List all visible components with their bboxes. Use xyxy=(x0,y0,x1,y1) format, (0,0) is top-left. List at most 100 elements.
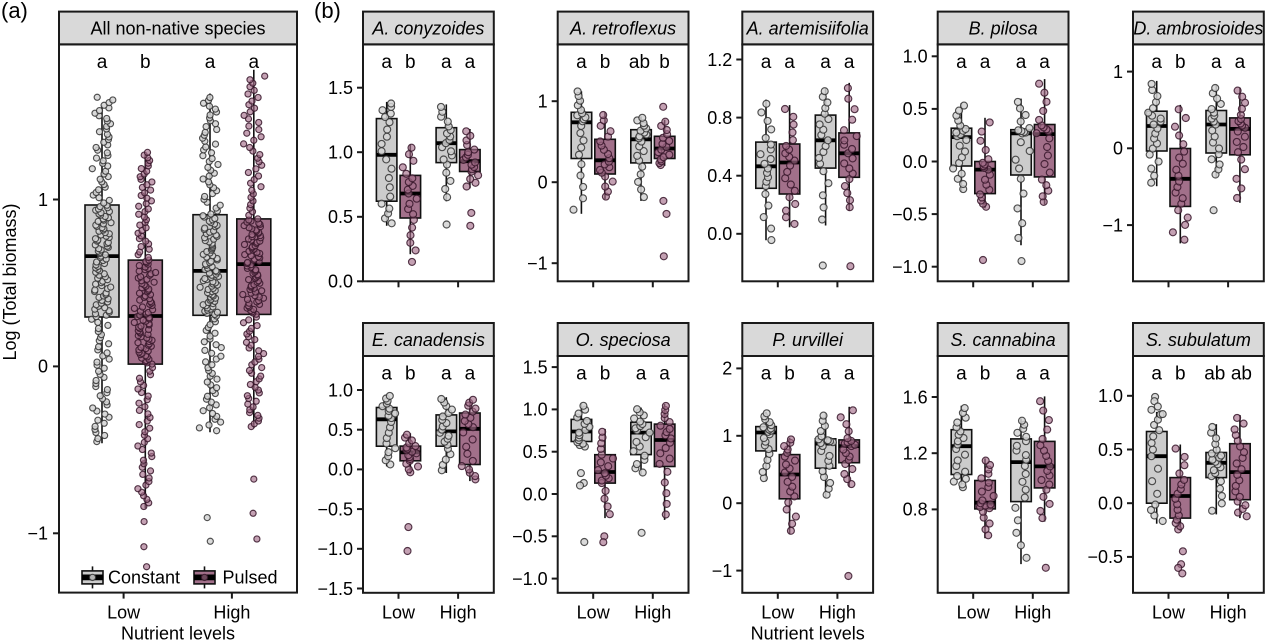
svg-text:b: b xyxy=(1175,364,1186,385)
svg-text:a: a xyxy=(659,364,670,385)
svg-text:A. conyzoides: A. conyzoides xyxy=(371,19,484,39)
svg-text:1.0: 1.0 xyxy=(1098,386,1123,406)
svg-text:a: a xyxy=(465,364,476,385)
svg-text:2: 2 xyxy=(722,359,732,379)
svg-text:E. canadensis: E. canadensis xyxy=(372,330,485,350)
svg-text:High: High xyxy=(440,603,477,623)
svg-text:High: High xyxy=(634,603,671,623)
svg-text:Low: Low xyxy=(761,603,795,623)
svg-text:−0.5: −0.5 xyxy=(1087,547,1123,567)
svg-text:1.2: 1.2 xyxy=(707,50,732,70)
svg-text:a: a xyxy=(980,52,991,73)
svg-text:a: a xyxy=(97,52,108,73)
svg-text:ab: ab xyxy=(1204,364,1225,385)
svg-text:a: a xyxy=(441,52,452,73)
svg-text:0.0: 0.0 xyxy=(903,152,928,172)
svg-text:(a): (a) xyxy=(1,0,28,23)
svg-text:a: a xyxy=(249,52,260,73)
svg-text:−1: −1 xyxy=(527,254,548,274)
svg-text:1: 1 xyxy=(722,426,732,446)
svg-text:b: b xyxy=(405,364,416,385)
svg-text:S. subulatum: S. subulatum xyxy=(1146,330,1251,350)
svg-text:−1.5: −1.5 xyxy=(317,579,353,599)
svg-text:a: a xyxy=(844,52,855,73)
svg-text:a: a xyxy=(1211,52,1222,73)
svg-text:0: 0 xyxy=(722,494,732,514)
svg-text:a: a xyxy=(820,364,831,385)
svg-text:0.8: 0.8 xyxy=(707,108,732,128)
svg-text:a: a xyxy=(576,364,587,385)
svg-text:Log (Total biomass): Log (Total biomass) xyxy=(0,203,20,360)
svg-text:0: 0 xyxy=(538,173,548,193)
svg-text:1.0: 1.0 xyxy=(523,400,548,420)
svg-text:−1: −1 xyxy=(712,561,733,581)
svg-text:0.5: 0.5 xyxy=(1098,440,1123,460)
svg-text:a: a xyxy=(956,364,967,385)
svg-text:Pulsed: Pulsed xyxy=(223,568,278,588)
svg-text:a: a xyxy=(381,52,392,73)
svg-text:a: a xyxy=(761,364,772,385)
svg-text:a: a xyxy=(820,52,831,73)
svg-text:Nutrient levels: Nutrient levels xyxy=(751,624,865,644)
svg-text:Nutrient levels: Nutrient levels xyxy=(121,624,235,644)
svg-text:0: 0 xyxy=(38,357,48,377)
svg-text:a: a xyxy=(576,52,587,73)
svg-text:Constant: Constant xyxy=(108,568,180,588)
svg-text:a: a xyxy=(205,52,216,73)
svg-text:Low: Low xyxy=(382,603,416,623)
svg-text:1.0: 1.0 xyxy=(328,380,353,400)
svg-text:a: a xyxy=(761,52,772,73)
svg-text:b: b xyxy=(1175,52,1186,73)
svg-text:−1: −1 xyxy=(1102,215,1123,235)
svg-text:a: a xyxy=(636,364,647,385)
svg-text:0.5: 0.5 xyxy=(328,420,353,440)
svg-text:A. artemisiifolia: A. artemisiifolia xyxy=(746,19,869,39)
svg-text:a: a xyxy=(381,364,392,385)
svg-text:1: 1 xyxy=(38,190,48,210)
svg-text:a: a xyxy=(1235,52,1246,73)
svg-text:−0.5: −0.5 xyxy=(892,204,928,224)
svg-text:P. urvillei: P. urvillei xyxy=(772,330,844,350)
svg-text:1: 1 xyxy=(538,92,548,112)
svg-text:High: High xyxy=(1014,603,1051,623)
svg-text:1.6: 1.6 xyxy=(903,387,928,407)
svg-text:0.5: 0.5 xyxy=(903,99,928,119)
svg-text:−1.0: −1.0 xyxy=(317,539,353,559)
svg-text:−1.0: −1.0 xyxy=(512,569,548,589)
svg-text:ab: ab xyxy=(629,52,650,73)
svg-text:0.8: 0.8 xyxy=(903,500,928,520)
svg-text:D. ambrosioides: D. ambrosioides xyxy=(1133,19,1263,39)
svg-text:b: b xyxy=(405,52,416,73)
svg-text:S. cannabina: S. cannabina xyxy=(951,330,1056,350)
svg-text:0.0: 0.0 xyxy=(707,224,732,244)
svg-text:a: a xyxy=(1039,364,1050,385)
svg-text:a: a xyxy=(465,52,476,73)
svg-text:−1: −1 xyxy=(27,524,48,544)
svg-text:O. speciosa: O. speciosa xyxy=(576,330,671,350)
svg-text:1: 1 xyxy=(1113,62,1123,82)
svg-text:a: a xyxy=(1039,52,1050,73)
svg-text:a: a xyxy=(1151,364,1162,385)
svg-text:0.0: 0.0 xyxy=(1098,494,1123,514)
svg-text:High: High xyxy=(819,603,856,623)
svg-text:High: High xyxy=(213,603,250,623)
svg-text:b: b xyxy=(784,364,795,385)
svg-text:0.0: 0.0 xyxy=(328,460,353,480)
svg-text:1.2: 1.2 xyxy=(903,444,928,464)
svg-text:a: a xyxy=(784,52,795,73)
svg-text:0.4: 0.4 xyxy=(707,166,732,186)
svg-text:b: b xyxy=(600,364,611,385)
svg-text:1.5: 1.5 xyxy=(523,357,548,377)
svg-text:ab: ab xyxy=(1231,364,1252,385)
svg-text:a: a xyxy=(1016,364,1027,385)
svg-text:High: High xyxy=(1210,603,1247,623)
svg-text:b: b xyxy=(980,364,991,385)
svg-text:1.0: 1.0 xyxy=(903,47,928,67)
svg-text:a: a xyxy=(441,364,452,385)
svg-text:1.0: 1.0 xyxy=(328,143,353,163)
svg-text:0.0: 0.0 xyxy=(523,484,548,504)
svg-text:Low: Low xyxy=(577,603,611,623)
svg-text:−0.5: −0.5 xyxy=(317,499,353,519)
svg-text:B. pilosa: B. pilosa xyxy=(969,19,1038,39)
svg-text:All non-native species: All non-native species xyxy=(90,19,265,39)
